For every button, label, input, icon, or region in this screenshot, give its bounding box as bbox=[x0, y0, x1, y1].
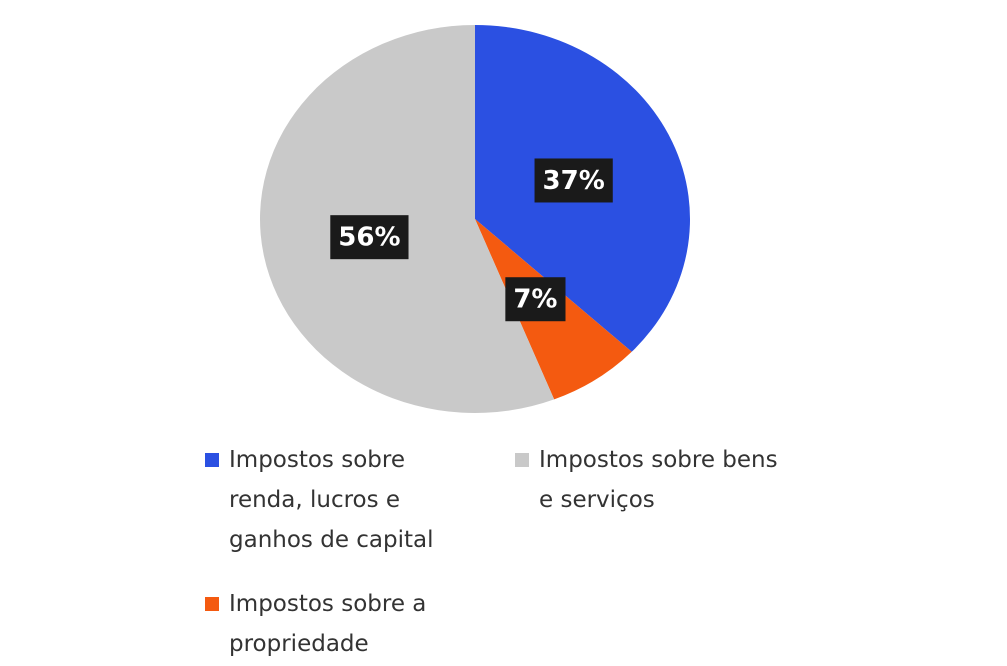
label-box bbox=[534, 158, 613, 203]
legend-swatch bbox=[205, 597, 219, 611]
data-label-text: 56% bbox=[338, 223, 400, 253]
data-label: 56% bbox=[330, 215, 409, 260]
data-label-text: 37% bbox=[543, 166, 605, 196]
data-label: 37% bbox=[534, 158, 613, 203]
legend-label: Impostos sobre renda, lucros e ganhos de… bbox=[229, 447, 434, 553]
label-box bbox=[330, 215, 409, 260]
legend-label: Impostos sobre bens e serviços bbox=[539, 447, 778, 513]
legend-swatch bbox=[515, 453, 529, 467]
data-label: 7% bbox=[505, 277, 566, 322]
legend-item: Impostos sobre renda, lucros e ganhos de… bbox=[205, 440, 505, 560]
legend-label: Impostos sobre a propriedade bbox=[229, 591, 427, 657]
data-label-text: 7% bbox=[513, 285, 557, 315]
label-box bbox=[505, 277, 566, 322]
legend-item: Impostos sobre bens e serviços bbox=[515, 440, 825, 560]
legend-item: Impostos sobre a propriedade bbox=[205, 584, 505, 664]
legend: Impostos sobre renda, lucros e ganhos de… bbox=[205, 440, 825, 664]
legend-swatch bbox=[205, 453, 219, 467]
